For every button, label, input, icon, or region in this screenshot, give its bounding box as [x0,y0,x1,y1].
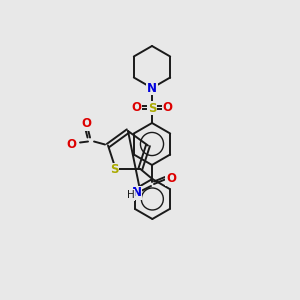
Text: O: O [66,137,76,151]
Text: N: N [131,187,142,200]
Text: O: O [81,117,91,130]
Text: N: N [147,82,157,94]
Text: O: O [131,101,142,114]
Text: S: S [148,101,156,115]
Text: H: H [127,190,134,200]
Text: O: O [163,101,172,114]
Text: S: S [110,164,119,176]
Text: O: O [166,172,176,185]
